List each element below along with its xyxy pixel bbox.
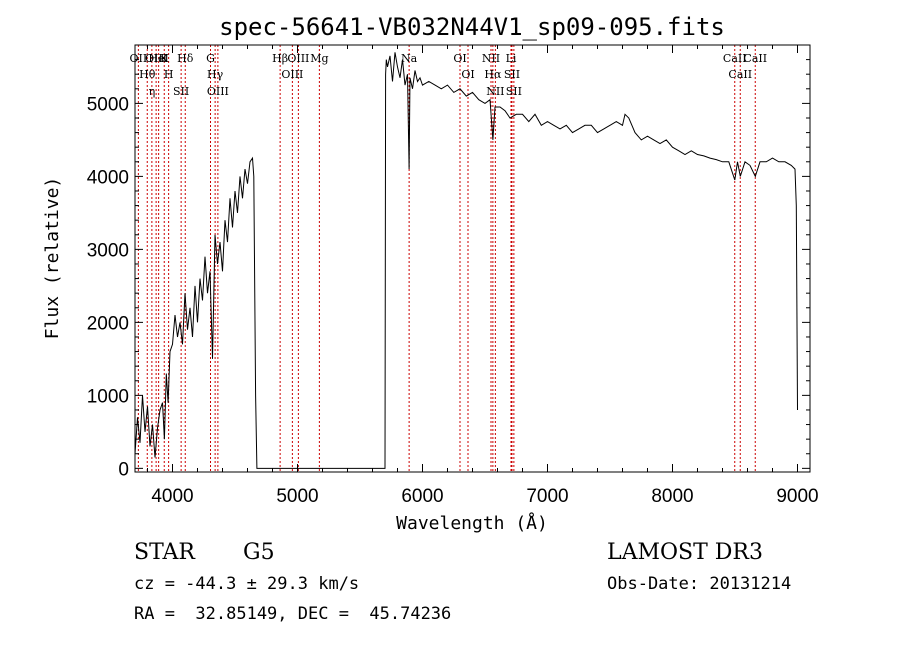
spectral-line-markers bbox=[137, 45, 756, 472]
line-label: Hβ bbox=[272, 52, 288, 65]
object-class: STAR bbox=[134, 540, 195, 565]
line-label: OIII bbox=[145, 52, 167, 65]
line-label: CaII bbox=[743, 52, 767, 65]
line-label: H bbox=[164, 68, 174, 81]
y-axis-label: Flux (relative) bbox=[42, 177, 63, 340]
y-axis-ticks: 0 1000 2000 3000 4000 5000 bbox=[87, 59, 810, 480]
redshift-readout: cz = -44.3 ± 29.3 km/s bbox=[134, 574, 360, 594]
line-label: NII bbox=[482, 52, 500, 65]
line-label: OIII bbox=[287, 52, 309, 65]
plot-frame bbox=[134, 44, 811, 473]
line-label: OII bbox=[130, 52, 148, 65]
line-label: Hα bbox=[484, 68, 502, 81]
line-label: η bbox=[149, 85, 156, 98]
x-axis-label: Wavelength (Å) bbox=[396, 512, 548, 534]
line-label: HeI bbox=[148, 52, 168, 65]
y-tick-label: 5000 bbox=[87, 94, 129, 115]
x-tick-label: 8000 bbox=[651, 486, 693, 507]
coordinates: RA = 32.85149, DEC = 45.74236 bbox=[134, 604, 452, 624]
obs-date: Obs-Date: 20131214 bbox=[607, 574, 792, 594]
x-tick-label: 6000 bbox=[401, 486, 443, 507]
line-label: SII bbox=[173, 85, 189, 98]
line-label: Hγ bbox=[207, 68, 224, 81]
line-label: OI bbox=[461, 68, 474, 81]
line-label: SII bbox=[504, 68, 520, 81]
line-label: Na bbox=[401, 52, 418, 65]
x-tick-label: 5000 bbox=[276, 486, 318, 507]
survey-name: LAMOST DR3 bbox=[607, 540, 763, 565]
object-subclass: G5 bbox=[243, 540, 275, 565]
y-tick-label: 0 bbox=[118, 459, 129, 480]
y-tick-label: 2000 bbox=[87, 313, 129, 334]
line-label: G bbox=[206, 52, 215, 65]
line-label: OIII bbox=[281, 68, 303, 81]
x-tick-label: 4000 bbox=[151, 486, 193, 507]
line-label: SII bbox=[506, 85, 522, 98]
line-label: OI bbox=[453, 52, 466, 65]
x-tick-label: 7000 bbox=[526, 486, 568, 507]
x-axis-ticks: 4000 5000 6000 7000 8000 9000 bbox=[147, 45, 819, 507]
line-label: Hδ bbox=[177, 52, 194, 65]
y-tick-label: 4000 bbox=[87, 167, 129, 188]
line-label: Hθ bbox=[139, 68, 156, 81]
line-label: Li bbox=[506, 52, 517, 65]
y-tick-label: 1000 bbox=[87, 386, 129, 407]
x-tick-label: 9000 bbox=[776, 486, 818, 507]
line-label: K bbox=[160, 52, 169, 65]
line-label: CaII bbox=[723, 52, 747, 65]
chart-title: spec-56641-VB032N44V1_sp09-095.fits bbox=[219, 13, 725, 41]
line-label: Mg bbox=[310, 52, 328, 65]
series-line-flux bbox=[134, 52, 798, 469]
line-label: OIII bbox=[207, 85, 229, 98]
line-label: CaII bbox=[728, 68, 752, 81]
line-label: NII bbox=[486, 85, 504, 98]
y-tick-label: 3000 bbox=[87, 240, 129, 261]
